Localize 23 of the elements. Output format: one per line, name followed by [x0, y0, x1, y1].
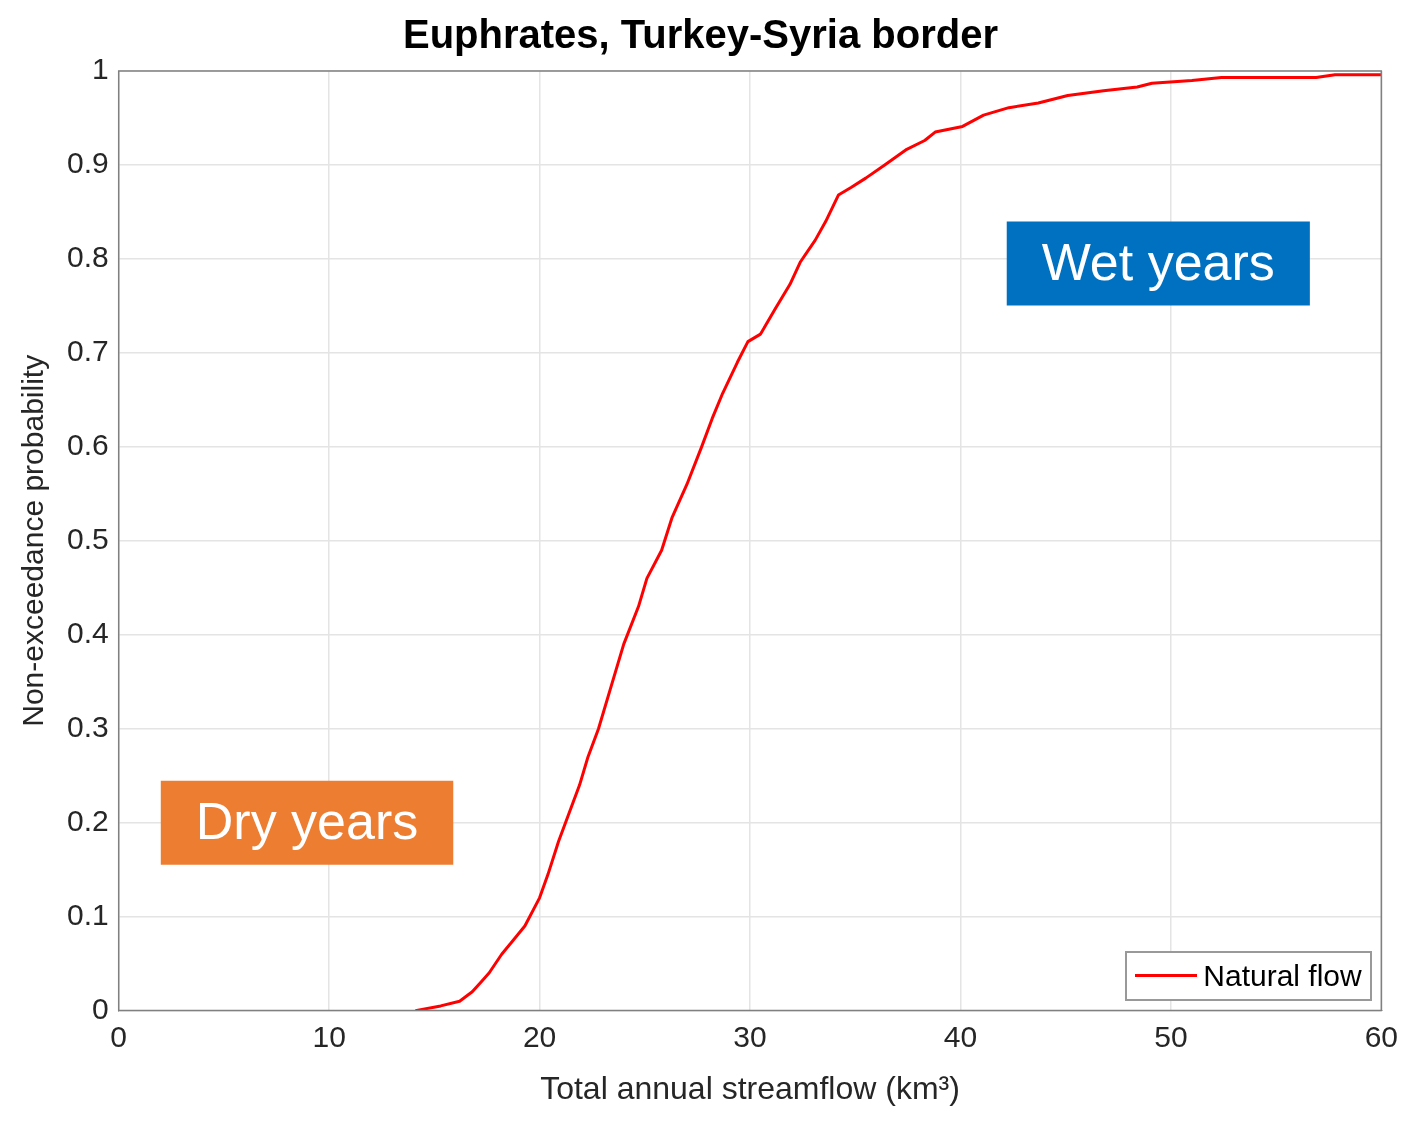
y-tick-label: 0 [92, 991, 109, 1025]
y-axis-title: Non-exceedance probability [16, 354, 50, 727]
x-tick-label: 40 [943, 1019, 978, 1053]
y-tick-label: 0.2 [66, 803, 109, 837]
y-tick-label: 0.6 [66, 428, 109, 462]
x-tick-label: 20 [522, 1019, 557, 1053]
x-tick-label: 30 [733, 1019, 767, 1053]
x-tick-label: 60 [1364, 1019, 1398, 1053]
annotation: Wet years [1041, 232, 1275, 291]
y-tick-label: 0.1 [66, 897, 109, 931]
x-axis-title: Total annual streamflow (km³) [540, 1069, 960, 1106]
legend-label: Natural flow [1203, 958, 1362, 993]
y-tick-label: 0.3 [66, 709, 109, 743]
x-tick-label: 10 [312, 1019, 346, 1053]
chart-title: Euphrates, Turkey-Syria border [403, 12, 998, 57]
y-tick-label: 0.9 [66, 146, 109, 180]
annotation: Dry years [195, 792, 419, 851]
y-tick-label: 0.8 [66, 240, 109, 274]
y-tick-label: 0.5 [66, 522, 109, 556]
y-tick-label: 0.7 [66, 334, 109, 368]
y-tick-label: 1 [92, 52, 109, 86]
y-tick-label: 0.4 [66, 616, 109, 650]
x-tick-label: 50 [1154, 1019, 1188, 1053]
